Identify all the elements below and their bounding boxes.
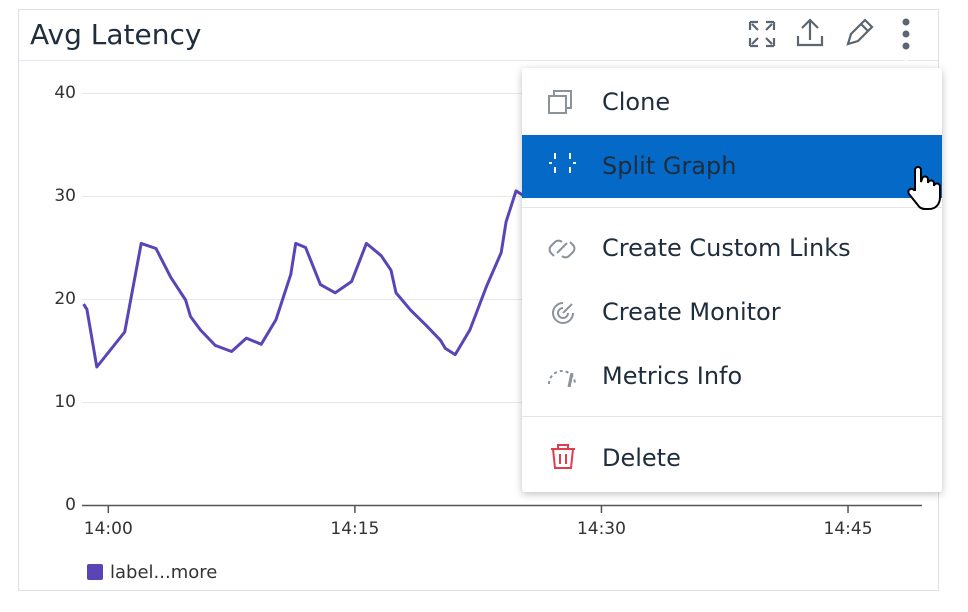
menu-item[interactable]: Delete bbox=[602, 444, 681, 472]
legend-label[interactable]: label...more bbox=[110, 562, 217, 583]
menu-item[interactable]: Create Monitor bbox=[602, 298, 781, 326]
more-icon[interactable] bbox=[902, 18, 910, 50]
header-icons bbox=[748, 18, 874, 48]
menu bbox=[522, 68, 942, 492]
plot: 0 10 20 30 40 14:00 14:15 14:30 14:45 bbox=[54, 83, 922, 539]
widget-title: Avg Latency bbox=[30, 18, 201, 51]
y-tick-label: 0 bbox=[65, 495, 76, 515]
expand-icon[interactable] bbox=[748, 20, 776, 48]
menu-icons bbox=[548, 90, 576, 469]
menu-caret bbox=[898, 59, 914, 68]
y-tick-label: 20 bbox=[54, 289, 76, 309]
menu-item[interactable]: Create Custom Links bbox=[602, 234, 851, 262]
menu-item[interactable]: Clone bbox=[602, 88, 670, 116]
menu-highlight bbox=[522, 135, 942, 198]
x-tick-label: 14:45 bbox=[824, 519, 873, 539]
menu-item[interactable]: Metrics Info bbox=[602, 362, 742, 390]
x-tick-label: 14:00 bbox=[84, 519, 133, 539]
legend-swatch[interactable] bbox=[87, 564, 103, 580]
y-tick-label: 10 bbox=[54, 392, 76, 412]
series-line bbox=[82, 189, 524, 369]
x-tick-label: 14:30 bbox=[577, 519, 626, 539]
menu-items: Clone Split Graph Create Custom Links Creat… bbox=[602, 88, 851, 472]
x-tick-label: 14:15 bbox=[330, 519, 379, 539]
cursor bbox=[907, 166, 941, 210]
menu-item[interactable]: Split Graph bbox=[602, 152, 736, 180]
y-tick-label: 40 bbox=[54, 83, 76, 103]
edit-icon[interactable] bbox=[846, 18, 874, 46]
y-tick-label: 30 bbox=[54, 186, 76, 206]
export-icon[interactable] bbox=[796, 18, 824, 47]
